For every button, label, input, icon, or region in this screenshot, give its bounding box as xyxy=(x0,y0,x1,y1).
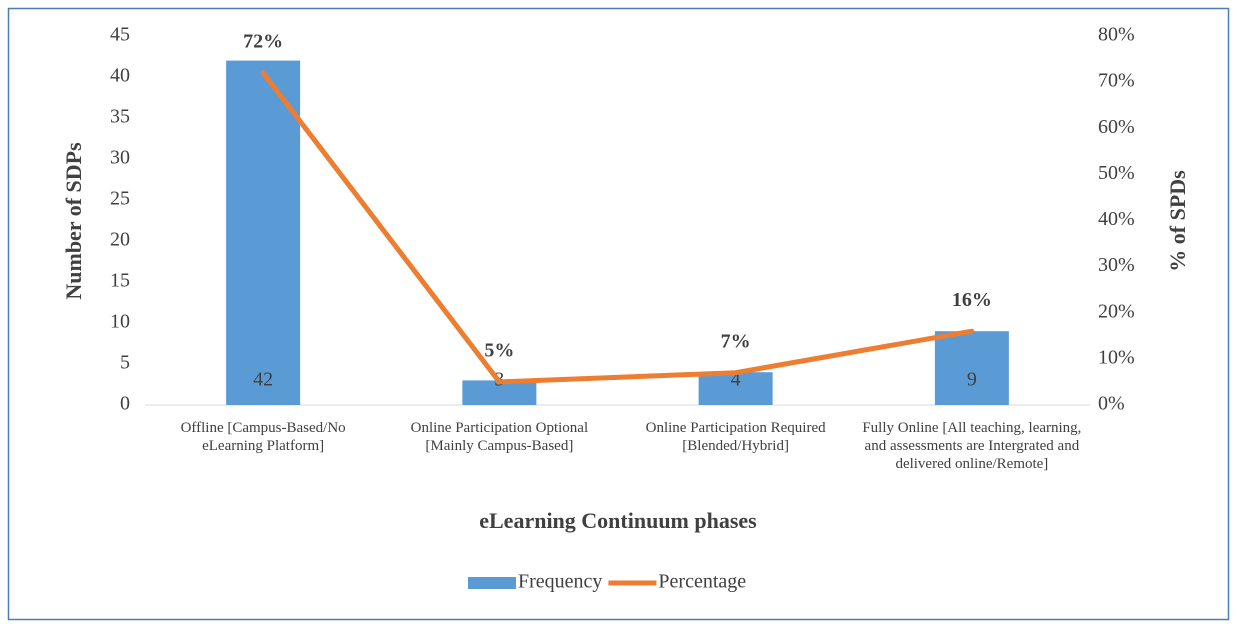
y2-tick-label: 0% xyxy=(1098,393,1125,415)
y2-tick-label: 60% xyxy=(1098,116,1135,138)
y2-tick-label: 50% xyxy=(1098,162,1135,184)
y-tick-label: 35 xyxy=(110,106,130,128)
line-value-label: 5% xyxy=(484,340,514,362)
y2-tick-label: 70% xyxy=(1098,70,1135,92)
bar xyxy=(226,60,301,405)
x-tick-label: Fully Online [All teaching, learning, an… xyxy=(862,420,1082,472)
bar xyxy=(462,380,537,405)
line-value-label: 7% xyxy=(721,330,751,352)
legend-swatch xyxy=(468,577,516,589)
y-tick-label: 20 xyxy=(110,229,130,251)
y2-tick-label: 10% xyxy=(1098,346,1135,368)
bar-value-label: 4 xyxy=(731,369,741,391)
line-value-label: 72% xyxy=(243,30,283,52)
y-tick-label: 5 xyxy=(120,352,130,374)
line xyxy=(260,70,975,385)
y-tick-label: 45 xyxy=(110,24,130,46)
bar xyxy=(698,372,773,405)
y-tick-label: 40 xyxy=(110,65,130,87)
chart-frame xyxy=(7,7,1230,621)
y2-tick-label: 40% xyxy=(1098,208,1135,230)
y-axis-title: Number of SDPs xyxy=(61,142,86,300)
x-tick-label: Online Participation Required [Blended/H… xyxy=(645,420,826,454)
line-value-label: 16% xyxy=(952,289,992,311)
y2-tick-label: 80% xyxy=(1098,24,1135,46)
y2-axis-title: % of SPDs xyxy=(1165,170,1190,272)
x-axis-title: eLearning Continuum phases xyxy=(479,508,757,533)
bar xyxy=(934,331,1009,405)
y-tick-label: 25 xyxy=(110,188,130,210)
y-tick-label: 30 xyxy=(110,147,130,169)
y2-tick-label: 20% xyxy=(1098,300,1135,322)
x-tick-label: Offline [Campus-Based/No eLearning Platf… xyxy=(180,420,346,454)
y-tick-label: 15 xyxy=(110,270,130,292)
legend-label: Frequency xyxy=(518,571,602,593)
bar-value-label: 9 xyxy=(967,369,977,391)
y-tick-label: 10 xyxy=(110,311,130,333)
y2-tick-label: 30% xyxy=(1098,254,1135,276)
x-tick-label: Online Participation Optional [Mainly Ca… xyxy=(410,420,589,454)
legend-label: Percentage xyxy=(658,571,746,593)
y-tick-label: 0 xyxy=(120,393,130,415)
bar-value-label: 42 xyxy=(253,369,273,391)
